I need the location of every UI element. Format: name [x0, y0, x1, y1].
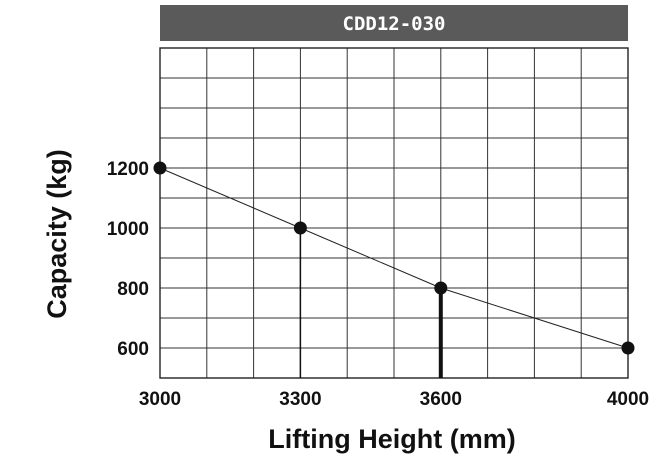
y-tick-label: 1000	[107, 219, 149, 240]
grid	[160, 48, 628, 378]
x-axis-label: Lifting Height (mm)	[268, 424, 515, 454]
x-tick-label: 3000	[139, 389, 181, 410]
data-point	[621, 341, 635, 355]
chart-title: CDD12-030	[343, 13, 446, 35]
y-tick-label: 600	[117, 339, 149, 360]
title-bar	[160, 5, 628, 41]
y-tick-label: 800	[117, 279, 149, 300]
x-tick-labels: 3000 3300 3600 4000	[139, 389, 649, 410]
y-axis-label: Capacity (kg)	[42, 149, 72, 319]
y-tick-labels: 600 800 1000 1200	[107, 159, 149, 360]
y-tick-label: 1200	[107, 159, 149, 180]
data-point	[153, 161, 167, 175]
x-tick-label: 4000	[607, 389, 649, 410]
series-line	[159, 167, 629, 349]
x-tick-label: 3300	[279, 389, 321, 410]
data-point	[293, 221, 307, 235]
x-tick-label: 3600	[420, 389, 462, 410]
drop-lines	[299, 228, 443, 378]
plot-frame	[159, 47, 629, 379]
series-layer	[153, 161, 635, 355]
data-point	[434, 281, 448, 295]
